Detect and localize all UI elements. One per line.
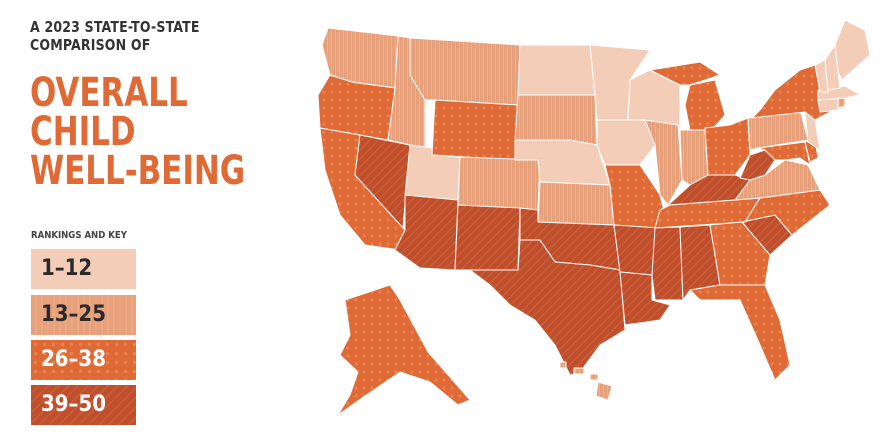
state-nm [454,204,521,271]
state-mt [409,37,521,106]
state-fl [689,284,791,381]
title-line: CHILD [30,109,136,155]
state-ks [537,181,615,226]
state-hi [595,381,613,401]
state-sd [514,94,598,146]
state-co [457,156,541,211]
state-ia [596,119,656,166]
title-line: WELL-BEING [30,148,246,194]
subtitle-line: COMPARISON OF [30,36,151,54]
state-nd [517,44,596,96]
state-ri [837,97,846,109]
subtitle-line: A 2023 STATE-TO-STATE [30,18,200,36]
state-mi [649,61,721,86]
legend-item-39-50: 39–50 [31,385,136,425]
state-ak [337,284,471,416]
state-hi [573,367,585,375]
state-me [834,19,871,81]
state-ms [651,226,684,301]
state-mo [604,164,666,229]
legend-item-26-38: 26–38 [31,340,136,380]
state-hi [589,373,599,381]
state-mi [684,79,726,131]
state-wy [431,99,519,161]
state-az [394,194,459,271]
legend-heading: RANKINGS AND KEY [31,230,127,241]
subtitle: A 2023 STATE-TO-STATE COMPARISON OF [30,18,200,54]
title-line: OVERALL [30,70,188,116]
state-vt [814,59,829,93]
legend-item-1-12: 1–12 [31,249,136,289]
legend-item-13-25: 13–25 [31,295,136,335]
state-nj [804,111,821,151]
page-title: OVERALL CHILD WELL-BEING [30,70,246,194]
state-in [679,129,709,186]
state-hi [559,361,567,369]
